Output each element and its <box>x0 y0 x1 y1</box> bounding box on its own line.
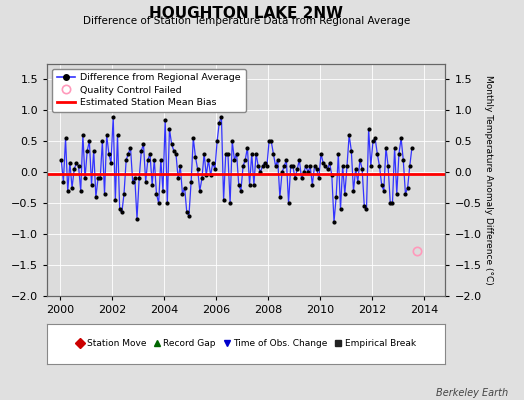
Text: Difference of Station Temperature Data from Regional Average: Difference of Station Temperature Data f… <box>83 16 410 26</box>
Legend: Difference from Regional Average, Quality Control Failed, Estimated Station Mean: Difference from Regional Average, Qualit… <box>52 69 246 112</box>
Legend: Station Move, Record Gap, Time of Obs. Change, Empirical Break: Station Move, Record Gap, Time of Obs. C… <box>73 336 419 352</box>
Text: HOUGHTON LAKE 2NW: HOUGHTON LAKE 2NW <box>149 6 343 21</box>
Y-axis label: Monthly Temperature Anomaly Difference (°C): Monthly Temperature Anomaly Difference (… <box>484 75 493 285</box>
Text: Berkeley Earth: Berkeley Earth <box>436 388 508 398</box>
